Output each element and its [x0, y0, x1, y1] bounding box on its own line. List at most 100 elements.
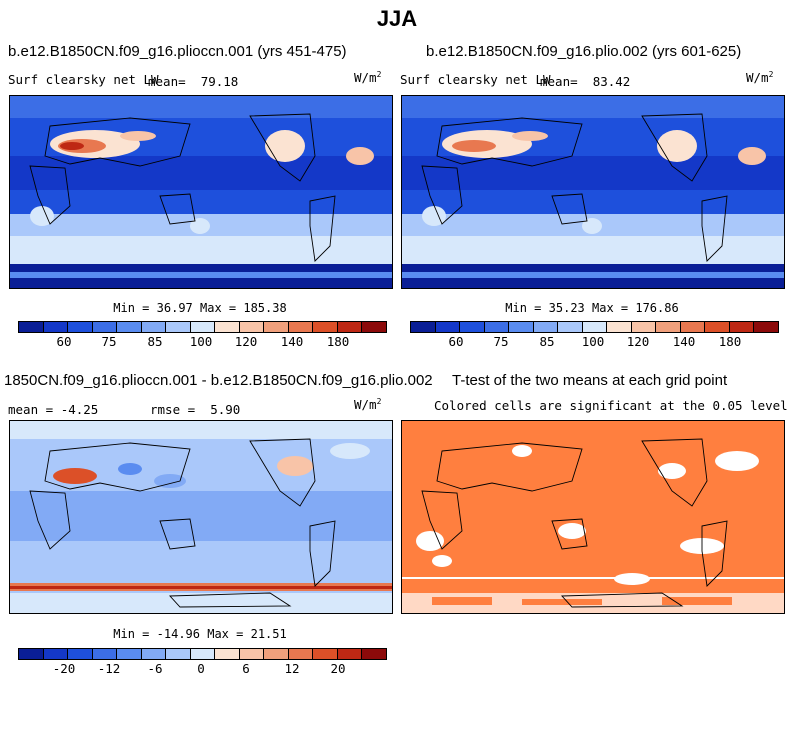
- tick-label: -20: [52, 661, 76, 676]
- colorbar-swatch: [558, 322, 583, 332]
- tick-label: 180: [718, 334, 742, 349]
- colorbar-swatch: [435, 322, 461, 332]
- tick-label: 120: [626, 334, 650, 349]
- colorbar-swatch: [337, 649, 363, 659]
- colorbar-swatch: [288, 649, 314, 659]
- colorbar-swatch: [166, 649, 191, 659]
- colorbar-swatch: [337, 322, 363, 332]
- colorbar-swatch: [166, 322, 191, 332]
- tick-label: 6: [242, 661, 250, 676]
- map-bottom-right: [401, 420, 785, 614]
- tick-label: 20: [330, 661, 346, 676]
- tick-label: 85: [147, 334, 163, 349]
- colorbar-swatch: [215, 649, 240, 659]
- colorbar-swatch: [43, 322, 69, 332]
- colorbar-swatch: [239, 649, 265, 659]
- map-field-bottom-right: [402, 421, 784, 613]
- colorbar-swatch: [313, 649, 338, 659]
- tick-label: 100: [581, 334, 605, 349]
- colorbar-swatch: [411, 322, 436, 332]
- map-bottom-left: [9, 420, 393, 614]
- mean-label-bottom-left: mean = -4.25: [8, 402, 99, 417]
- tick-label: 140: [672, 334, 696, 349]
- colorbar-swatch: [117, 649, 142, 659]
- colorbar-swatch: [705, 322, 730, 332]
- colorbar-swatch: [43, 649, 69, 659]
- colorbar-swatch: [92, 322, 118, 332]
- colorbar-swatch: [68, 649, 93, 659]
- map-field-top-right: [402, 96, 784, 288]
- colorbar-swatch: [19, 322, 44, 332]
- mean-label-top-left: mean= 79.18: [148, 74, 239, 89]
- colorbar-top-right: [410, 321, 779, 333]
- colorbar-swatch: [264, 322, 289, 332]
- tick-label: 0: [197, 661, 205, 676]
- colorbar-swatch: [313, 322, 338, 332]
- units-top-right: W/m2: [746, 70, 774, 86]
- colorbar-swatch: [215, 322, 240, 332]
- max-value-bottom-left: 21.51: [250, 627, 287, 641]
- colorbar-swatch: [582, 322, 608, 332]
- colorbar-swatch: [190, 322, 216, 332]
- tick-label: 120: [234, 334, 258, 349]
- tick-label: 60: [56, 334, 72, 349]
- max-value-top-right: 176.86: [635, 301, 679, 315]
- map-field-bottom-left: [10, 421, 392, 613]
- colorbar-swatch: [141, 322, 167, 332]
- tick-label: 85: [539, 334, 555, 349]
- panel-title-bottom-right: T-test of the two means at each grid poi…: [452, 372, 728, 389]
- tick-label: 100: [189, 334, 213, 349]
- colorbar-swatch: [484, 322, 510, 332]
- colorbar-swatch: [68, 322, 93, 332]
- colorbar-swatch: [264, 649, 289, 659]
- panel-title-top-left: b.e12.B1850CN.f09_g16.plioccn.001 (yrs 4…: [8, 43, 347, 60]
- map-top-right: [401, 95, 785, 289]
- colorbar-top-left: [18, 321, 387, 333]
- rmse-value-bottom-left: 5.90: [210, 402, 241, 417]
- colorbar-swatch: [190, 649, 216, 659]
- colorbar-swatch: [754, 322, 778, 332]
- tick-label: 140: [280, 334, 304, 349]
- colorbar-swatch: [631, 322, 657, 332]
- colorbar-swatch: [19, 649, 44, 659]
- colorbar-swatch: [533, 322, 559, 332]
- minmax-top-right: Min = 35.23 Max = 176.86: [505, 301, 679, 315]
- map-field-top-left: [10, 96, 392, 288]
- min-value-bottom-left: -14.96: [156, 627, 200, 641]
- tick-label: -6: [147, 661, 163, 676]
- units-bottom-left: W/m2: [354, 397, 382, 413]
- colorbar-swatch: [362, 322, 386, 332]
- mean-value-top-left: 79.18: [200, 74, 239, 89]
- rmse-label-bottom-left: rmse = 5.90: [150, 402, 241, 417]
- panel-title-top-right: b.e12.B1850CN.f09_g16.plio.002 (yrs 601-…: [426, 43, 742, 60]
- colorbar-bottom-left: [18, 648, 387, 660]
- colorbar-swatch: [141, 649, 167, 659]
- panel-title-bottom-left: 1850CN.f09_g16.plioccn.001 - b.e12.B1850…: [4, 372, 433, 389]
- tick-label: 75: [101, 334, 117, 349]
- colorbar-swatch: [656, 322, 681, 332]
- tick-label: 12: [284, 661, 300, 676]
- colorbar-swatch: [729, 322, 755, 332]
- figure-title: JJA: [376, 6, 418, 31]
- colorbar-swatch: [288, 322, 314, 332]
- minmax-bottom-left: Min = -14.96 Max = 21.51: [113, 627, 287, 641]
- mean-value-top-right: 83.42: [592, 74, 631, 89]
- tick-label: 60: [448, 334, 464, 349]
- map-top-left: [9, 95, 393, 289]
- colorbar-swatch: [607, 322, 632, 332]
- tick-label: 75: [493, 334, 509, 349]
- colorbar-swatch: [460, 322, 485, 332]
- colorbar-swatch: [362, 649, 386, 659]
- colorbar-swatch: [509, 322, 534, 332]
- mean-label-top-right: mean= 83.42: [540, 74, 631, 89]
- panel-subtitle-bottom-right: Colored cells are significant at the 0.0…: [434, 398, 788, 413]
- mean-value-bottom-left: -4.25: [60, 402, 99, 417]
- colorbar-swatch: [92, 649, 118, 659]
- variable-label-top-left: Surf clearsky net LW: [8, 72, 159, 87]
- colorbar-swatch: [680, 322, 706, 332]
- units-top-left: W/m2: [354, 70, 382, 86]
- colorbar-swatch: [239, 322, 265, 332]
- tick-label: 180: [326, 334, 350, 349]
- max-value-top-left: 185.38: [243, 301, 287, 315]
- variable-label-top-right: Surf clearsky net LW: [400, 72, 551, 87]
